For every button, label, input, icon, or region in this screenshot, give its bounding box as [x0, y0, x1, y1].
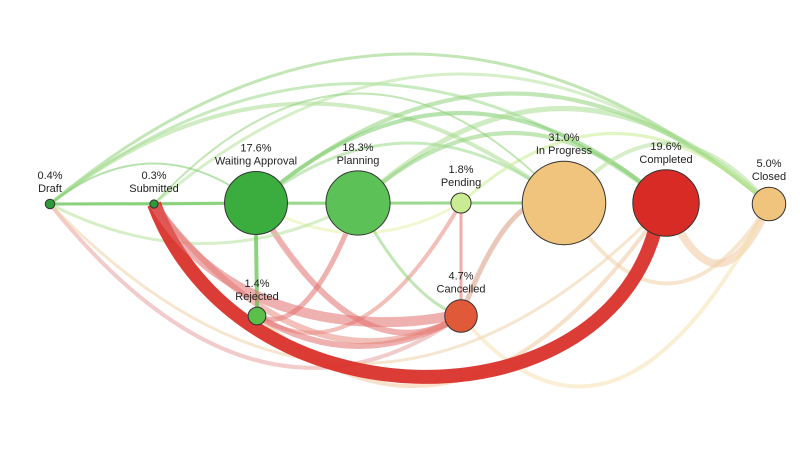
- edge: [255, 141, 565, 205]
- node-circle: [44, 198, 56, 210]
- node-share-label: 5.0%: [756, 158, 781, 170]
- node-circle: [247, 306, 267, 326]
- edge: [49, 201, 359, 245]
- node-share-label: 4.7%: [448, 271, 473, 283]
- node-share-label: 18.3%: [342, 142, 373, 154]
- node-label: Pending: [441, 177, 481, 189]
- node-share-label: 17.6%: [240, 143, 271, 155]
- node-circle: [224, 171, 288, 235]
- edge: [147, 201, 662, 384]
- node-circle: [149, 199, 159, 209]
- node-circle: [444, 299, 478, 333]
- node-label: Planning: [337, 155, 380, 167]
- node-share-label: 1.4%: [244, 278, 269, 290]
- node-share-label: 0.4%: [37, 170, 62, 182]
- node-label: Cancelled: [437, 284, 486, 296]
- node-circle: [325, 170, 391, 236]
- node-label: Waiting Approval: [215, 156, 297, 168]
- edge: [459, 203, 771, 389]
- node-label: In Progress: [536, 145, 593, 157]
- edge: [562, 201, 771, 286]
- node-label: Rejected: [235, 291, 278, 303]
- edge: [48, 101, 566, 206]
- node-label: Completed: [639, 154, 692, 166]
- node-circle: [751, 186, 787, 222]
- edges: [48, 52, 773, 389]
- node-share-label: 1.8%: [448, 164, 473, 176]
- node-circle: [450, 192, 472, 214]
- node-label: Submitted: [129, 183, 179, 195]
- edge: [459, 132, 771, 206]
- node-share-label: 19.6%: [650, 141, 681, 153]
- node-circle: [521, 160, 607, 246]
- node-circle: [632, 169, 700, 237]
- edge: [149, 201, 451, 328]
- edge: [356, 131, 668, 205]
- nodes: 0.4%Draft 0.3%Submitted 17.6%Waiting Appro…: [37, 132, 787, 333]
- edge: [356, 106, 771, 206]
- node-label: Draft: [38, 183, 62, 195]
- edge: [48, 202, 463, 370]
- node-share-label: 0.3%: [141, 170, 166, 182]
- edge: [153, 92, 565, 205]
- node-share-label: 31.0%: [548, 132, 579, 144]
- node-label: Closed: [752, 171, 786, 183]
